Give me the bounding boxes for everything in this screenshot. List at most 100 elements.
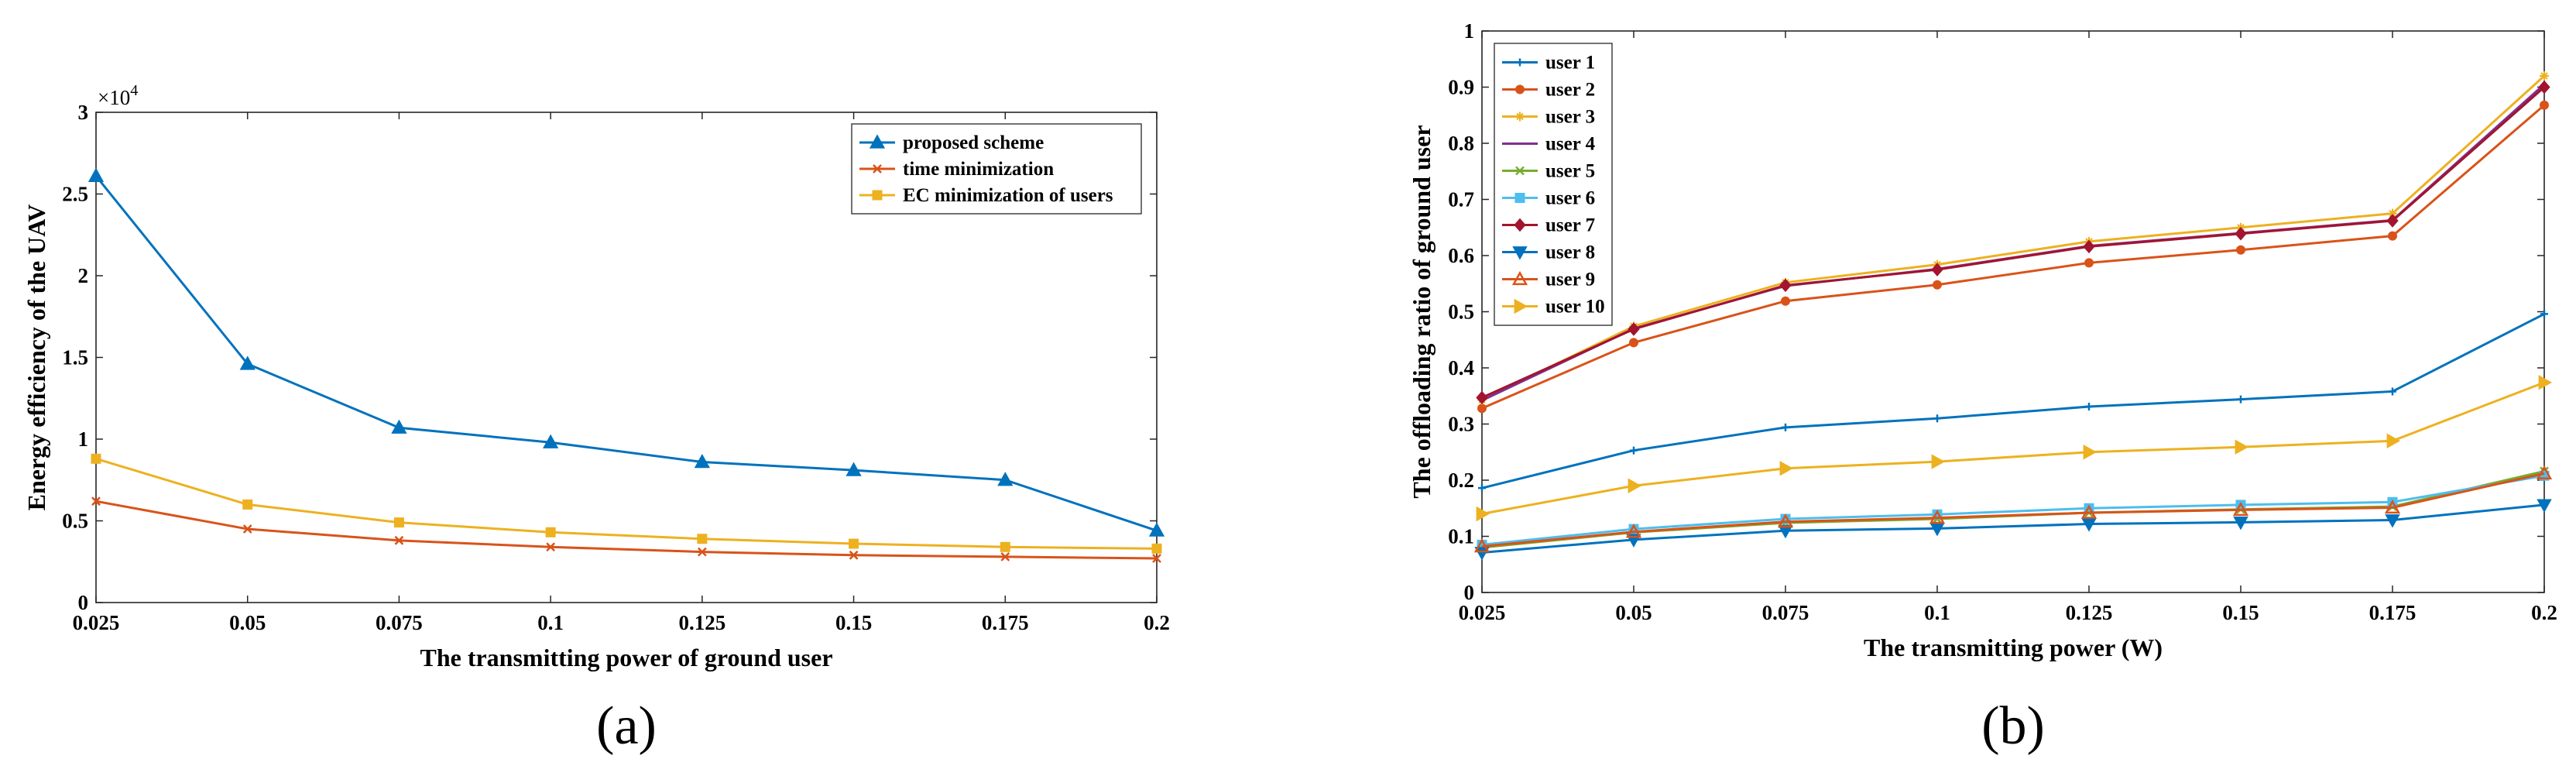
- data-point: [2233, 516, 2248, 531]
- data-point: [1630, 446, 1638, 455]
- data-point: [1000, 552, 1010, 561]
- data-point: [391, 419, 407, 434]
- data-point: [1779, 461, 1794, 476]
- series-line: [1481, 472, 2545, 548]
- data-point: [1476, 506, 1490, 522]
- series-1: [1478, 310, 2548, 493]
- data-point: [1779, 278, 1792, 293]
- series-line: [95, 457, 1158, 550]
- x-tick-label: 0.025: [1459, 601, 1506, 624]
- legend-label: user 2: [1545, 80, 1595, 101]
- series-line: [1481, 86, 2545, 399]
- data-point: [2083, 445, 2098, 460]
- legend-marker: [873, 164, 882, 173]
- data-point: [2237, 395, 2245, 404]
- data-point: [2540, 100, 2549, 110]
- data-point: [1477, 404, 1487, 414]
- legend-marker: [1515, 84, 1525, 94]
- data-point: [1629, 338, 1638, 348]
- series-line: [1481, 503, 2545, 555]
- legend-label: user 1: [1545, 53, 1595, 74]
- x-tick-label: 0.05: [1615, 601, 1652, 624]
- y-tick-label: 1.5: [62, 346, 88, 369]
- x-tick-label: 0.075: [376, 611, 423, 634]
- y-tick-label: 2: [78, 264, 89, 287]
- data-point: [2384, 499, 2401, 514]
- data-point: [2084, 258, 2094, 268]
- y-tick-label: 0.1: [1448, 525, 1474, 548]
- panel-label: (b): [1981, 696, 2045, 756]
- legend-marker: [872, 190, 883, 201]
- series-10: [1476, 375, 2553, 522]
- data-point: [393, 517, 404, 528]
- x-tick-label: 0.1: [537, 611, 564, 634]
- legend: proposed scheme time minimization EC minim…: [851, 123, 1142, 215]
- legend-marker: [1514, 218, 1526, 232]
- data-point: [1777, 513, 1794, 528]
- data-point: [2386, 433, 2401, 448]
- data-point: [91, 453, 101, 464]
- data-point: [697, 547, 707, 557]
- legend: user 1 user 2 user 3 user 4 user 5 user 6 user…: [1494, 43, 1613, 326]
- data-point: [87, 167, 105, 182]
- series-line: [1481, 474, 2545, 546]
- series-2: [91, 496, 1161, 563]
- data-point: [1473, 537, 1490, 553]
- data-point: [2386, 214, 2399, 228]
- series-2: [1477, 100, 2549, 414]
- legend-marker: [869, 134, 886, 149]
- chart-panel-a: 0.025 0.05 0.075 0.1 0.125 0.15 0.175 0.2 0 0.5 1 1…: [22, 82, 1170, 756]
- y-tick-label: 0: [78, 591, 89, 614]
- x-tick-label: 0.05: [229, 611, 266, 634]
- data-point: [846, 462, 862, 476]
- legend-marker: [1514, 298, 1528, 314]
- series-line: [1481, 381, 2545, 515]
- series-1: [87, 167, 1165, 537]
- data-point: [2081, 518, 2097, 532]
- y-tick-label: 2.5: [62, 183, 88, 206]
- data-point: [2536, 465, 2553, 479]
- data-point: [1933, 280, 1942, 290]
- legend-label: user 9: [1545, 270, 1595, 290]
- series-3: [91, 453, 1162, 554]
- series-9: [1473, 465, 2553, 553]
- y-tick-label: 0.5: [1448, 300, 1474, 324]
- legend-label: user 8: [1545, 242, 1595, 263]
- y-tick-label: 0.6: [1448, 244, 1474, 267]
- data-point: [2388, 208, 2397, 218]
- data-point: [849, 550, 859, 560]
- data-point: [697, 534, 708, 544]
- legend-label: EC minimization of users: [903, 185, 1113, 206]
- data-point: [694, 453, 710, 469]
- data-point: [2537, 499, 2552, 513]
- data-point: [2083, 239, 2095, 254]
- y-multiplier: ×104: [98, 82, 138, 109]
- x-tick-label: 0.175: [982, 611, 1029, 634]
- y-tick-label: 0: [1464, 581, 1475, 604]
- legend-label: proposed scheme: [903, 132, 1044, 153]
- data-point: [2388, 231, 2397, 241]
- data-point: [1148, 522, 1165, 537]
- y-tick-label: 0.9: [1448, 76, 1474, 99]
- legend-marker: [1516, 58, 1524, 67]
- y-axis-label: The offloading ratio of ground user: [1408, 125, 1435, 498]
- legend-label: user 10: [1545, 297, 1605, 318]
- data-point: [2085, 403, 2093, 411]
- y-tick-label: 0.7: [1448, 188, 1474, 211]
- data-point: [2385, 514, 2400, 528]
- data-point: [1628, 322, 1640, 336]
- data-point: [2540, 71, 2549, 81]
- y-tick-label: 0.4: [1448, 356, 1474, 379]
- data-point: [239, 355, 256, 370]
- series-7: [1476, 80, 2550, 405]
- y-multiplier-base: ×10: [98, 86, 130, 109]
- data-point: [394, 535, 404, 545]
- panel-label: (a): [596, 696, 657, 756]
- data-point: [2538, 375, 2553, 390]
- legend-marker: [1514, 193, 1525, 203]
- data-point: [2538, 80, 2550, 94]
- data-point: [1476, 390, 1488, 405]
- y-tick-label: 0.2: [1448, 469, 1474, 492]
- x-axis-label: The transmitting power of ground user: [420, 644, 832, 671]
